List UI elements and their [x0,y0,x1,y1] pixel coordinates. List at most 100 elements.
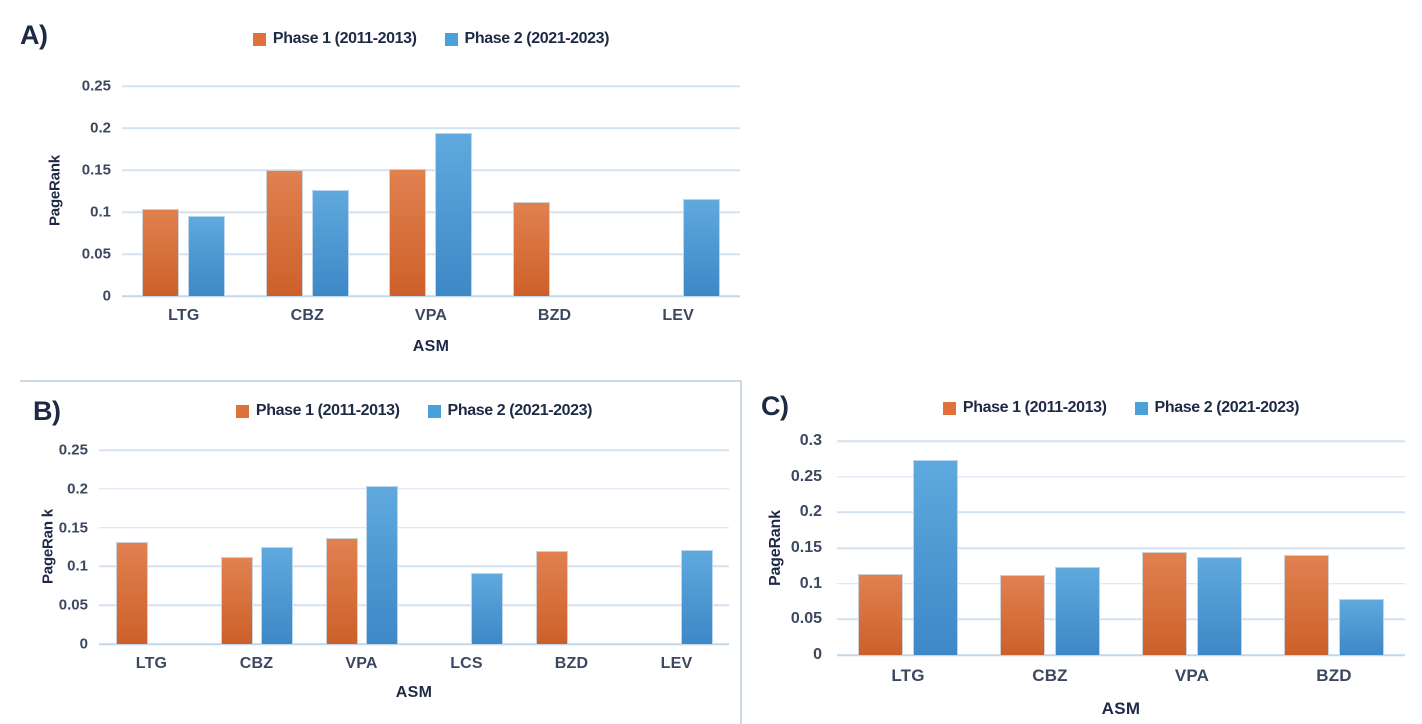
category-slot-bzd [519,450,624,644]
legend-item-phase1: Phase 1 (2011-2013) [235,402,400,420]
bar-pair-lev [641,450,713,644]
x-axis-title-c: ASM [1101,699,1141,718]
bar-phase1-vpa [389,169,427,296]
bar-phase2-lev [680,550,713,644]
bar-pair-vpa [1142,441,1242,655]
legend-b: Phase 1 (2011-2013) Phase 2 (2021-2023) [99,402,729,420]
category-slot-vpa [309,450,414,644]
y-tick-label-0: 0 [102,287,111,305]
panel-label-b: B) [33,396,61,426]
chart-panel-b: B) Phase 1 (2011-2013) Phase 2 (2021-2023… [20,380,742,724]
category-slot-lcs [414,450,519,644]
category-slot-vpa [369,86,493,296]
category-label-cbz: CBZ [239,655,274,672]
gridline [122,253,740,255]
gridline [122,169,740,171]
bar-phase2-cbz [260,547,293,644]
panel-label-a: A) [20,20,48,50]
gridline [837,475,1405,478]
gridline [837,440,1405,442]
category-label-vpa: VPA [345,655,378,672]
chart-panel-a: A) Phase 1 (2011-2013) Phase 2 (2021-2023… [0,0,756,379]
gridline [837,547,1405,549]
y-tick-label-0: 0 [79,635,88,653]
chart-panel-c: C) Phase 1 (2011-2013) Phase 2 (2021-2023… [746,381,1422,724]
y-tick-label-0.05: 0.05 [790,610,822,628]
y-tick-label-0.15: 0.15 [790,539,822,556]
bar-pair-cbz [265,86,349,296]
panel-label-c: C) [761,391,789,421]
legend-item-phase2: Phase 2 (2021-2023) [444,30,609,48]
legend-label-phase1: Phase 1 (2011-2013) [962,399,1107,416]
category-label-ltg: LTG [168,307,200,324]
category-label-bzd: BZD [537,307,572,324]
bar-phase1-vpa [1142,552,1187,655]
legend-item-phase2: Phase 2 (2021-2023) [1134,399,1299,417]
y-tick-label-0.05: 0.05 [81,245,111,263]
y-tick-label-0.15: 0.15 [58,519,88,537]
bar-phase1-cbz [1000,575,1045,655]
bar-phase1-bzd [535,550,568,644]
y-axis-title-b: PageRan k [39,509,57,585]
x-axis-line [122,295,740,297]
y-tick-label-0: 0 [813,646,822,663]
bar-phase2-lev [682,198,720,296]
bar-pair-ltg [115,450,188,644]
bar-pair-cbz [220,450,293,644]
bar-slots [122,86,740,296]
legend-swatch-phase2 [444,32,458,46]
legend-label-phase1: Phase 1 (2011-2013) [272,30,417,47]
bar-phase1-ltg [858,574,903,655]
category-label-vpa: VPA [414,307,448,324]
bar-phase1-ltg [142,208,180,296]
bar-phase2-ltg [913,460,958,655]
bar-phase1-ltg [115,542,148,644]
y-tick-label-0.2: 0.2 [90,119,111,137]
legend-label-phase2: Phase 2 (2021-2023) [447,402,593,419]
gridline [99,565,729,568]
plot-area-a: PageRank LTG CBZ VPA BZD LEV ASM 0.25 0.2 0.15… [47,78,740,355]
category-slot-ltg [837,441,979,655]
y-tick-label-0.25: 0.25 [81,77,111,95]
bar-pair-bzd [513,86,596,296]
category-label-cbz: CBZ [290,307,325,324]
category-slot-bzd [493,86,617,296]
y-tick-label-0.1: 0.1 [799,574,822,592]
category-label-bzd: BZD [554,655,589,672]
y-tick-label-0.2: 0.2 [67,480,88,498]
y-tick-label-0.15: 0.15 [81,161,111,179]
category-label-cbz: CBZ [1032,666,1068,685]
category-slot-cbz [979,441,1121,655]
category-label-lev: LEV [662,307,695,324]
y-axis-title-c: PageRank [767,510,784,586]
bar-phase1-cbz [220,557,253,644]
plot-area-c: PageRank LTG CBZ VPA BZD ASM 0.3 0.25 0.2 0.15… [767,432,1405,718]
bar-phase2-vpa [365,485,398,644]
plot-area-b: PageRan k LTG CBZ VPA LCS BZD LEV ASM 0.25 0.2… [40,442,729,701]
bar-phase1-bzd [513,201,551,296]
x-category-labels-a: LTG CBZ VPA BZD LEV [122,307,740,325]
y-tick-label-0.1: 0.1 [90,203,111,221]
bar-pair-vpa [325,450,398,644]
category-label-lev: LEV [660,655,693,672]
gridline [122,127,740,129]
y-tick-label-0.3: 0.3 [799,432,822,449]
bar-pair-vpa [389,86,473,296]
bar-pair-ltg [858,441,958,655]
bar-pair-lev [637,86,720,296]
bar-phase2-cbz [311,190,349,296]
y-tick-label-0.25: 0.25 [790,467,822,485]
bar-phase2-lcs [470,572,503,644]
category-slot-bzd [1263,441,1405,655]
legend-swatch-phase1 [235,404,249,418]
legend-item-phase2: Phase 2 (2021-2023) [427,402,593,420]
bar-pair-bzd [535,450,608,644]
legend-item-phase1: Phase 1 (2011-2013) [252,30,417,48]
gridline [122,85,740,87]
legend-item-phase1: Phase 1 (2011-2013) [942,399,1107,417]
bar-phase2-bzd [1339,599,1384,655]
bar-phase1-cbz [265,170,303,296]
legend-swatch-phase1 [252,32,266,46]
category-label-ltg: LTG [891,666,925,685]
category-slot-ltg [122,86,246,296]
